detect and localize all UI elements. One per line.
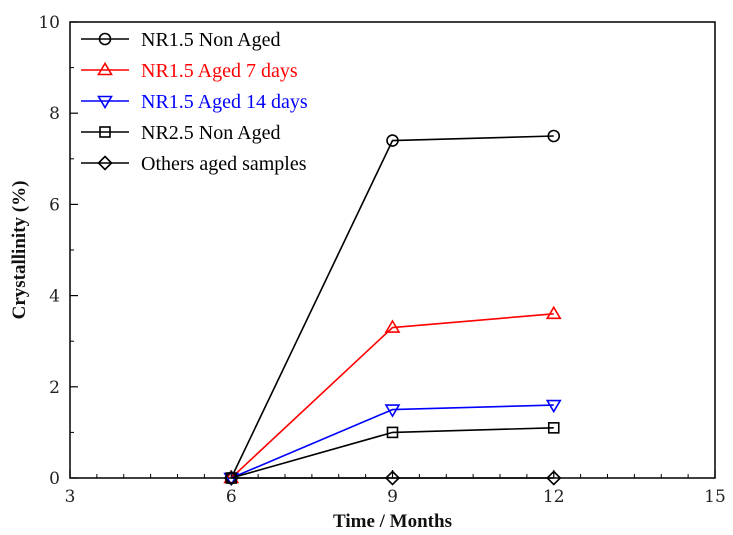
y-tick-label: 8 bbox=[49, 104, 60, 124]
data-point-marker bbox=[545, 399, 562, 414]
series-5 bbox=[223, 470, 562, 486]
series-2 bbox=[223, 305, 562, 484]
legend-label: NR2.5 Non Aged bbox=[141, 122, 280, 144]
y-tick-label: 4 bbox=[49, 287, 60, 307]
x-axis-title: Time / Months bbox=[333, 511, 452, 532]
series-line bbox=[230, 135, 554, 479]
legend-label: NR1.5 Aged 7 days bbox=[141, 60, 298, 82]
legend-marker bbox=[99, 126, 111, 138]
series-line bbox=[231, 427, 554, 479]
legend-marker bbox=[97, 61, 113, 76]
legend: NR1.5 Non Aged NR1.5 Aged 7 days NR1.5 Age… bbox=[81, 29, 308, 175]
y-axis-title: Crystallinity (%) bbox=[9, 181, 30, 320]
legend-entry-5: Others aged samples bbox=[81, 153, 307, 175]
major-ticks: 3 6 9 12 15 0 2 4 6 8 10 bbox=[38, 13, 725, 507]
x-tick-label: 3 bbox=[65, 487, 76, 507]
x-tick-label: 15 bbox=[704, 487, 726, 507]
data-point-marker bbox=[547, 129, 561, 143]
data-point-marker bbox=[223, 470, 239, 486]
data-point-marker bbox=[386, 426, 399, 439]
data-point-marker bbox=[546, 470, 562, 486]
x-tick-label: 12 bbox=[543, 487, 565, 507]
data-point-marker bbox=[384, 470, 401, 486]
data-point-marker bbox=[384, 404, 401, 418]
legend-label: NR1.5 Aged 14 days bbox=[141, 91, 308, 113]
series-1 bbox=[224, 129, 561, 485]
legend-marker bbox=[97, 155, 113, 171]
data-point-marker bbox=[384, 319, 401, 333]
legend-marker bbox=[97, 95, 113, 110]
legend-marker bbox=[98, 32, 112, 46]
data-point-marker bbox=[545, 305, 562, 320]
legend-entry-1: NR1.5 Non Aged bbox=[81, 29, 280, 51]
data-point-marker bbox=[386, 134, 399, 147]
y-tick-label: 6 bbox=[49, 195, 60, 215]
legend-label: Others aged samples bbox=[141, 153, 307, 175]
series-line bbox=[230, 404, 554, 479]
legend-entry-3: NR1.5 Aged 14 days bbox=[81, 91, 308, 113]
series-layer bbox=[223, 129, 562, 487]
series-4 bbox=[225, 422, 560, 484]
x-tick-label: 9 bbox=[387, 487, 398, 507]
legend-entry-2: NR1.5 Aged 7 days bbox=[81, 60, 298, 82]
legend-label: NR1.5 Non Aged bbox=[141, 29, 280, 51]
series-line bbox=[230, 313, 554, 479]
legend-entry-4: NR2.5 Non Aged bbox=[81, 122, 280, 144]
y-tick-label: 10 bbox=[38, 13, 60, 33]
x-tick-label: 6 bbox=[226, 487, 237, 507]
y-tick-label: 0 bbox=[49, 469, 60, 489]
y-tick-label: 2 bbox=[49, 378, 60, 398]
data-point-marker bbox=[547, 422, 560, 434]
